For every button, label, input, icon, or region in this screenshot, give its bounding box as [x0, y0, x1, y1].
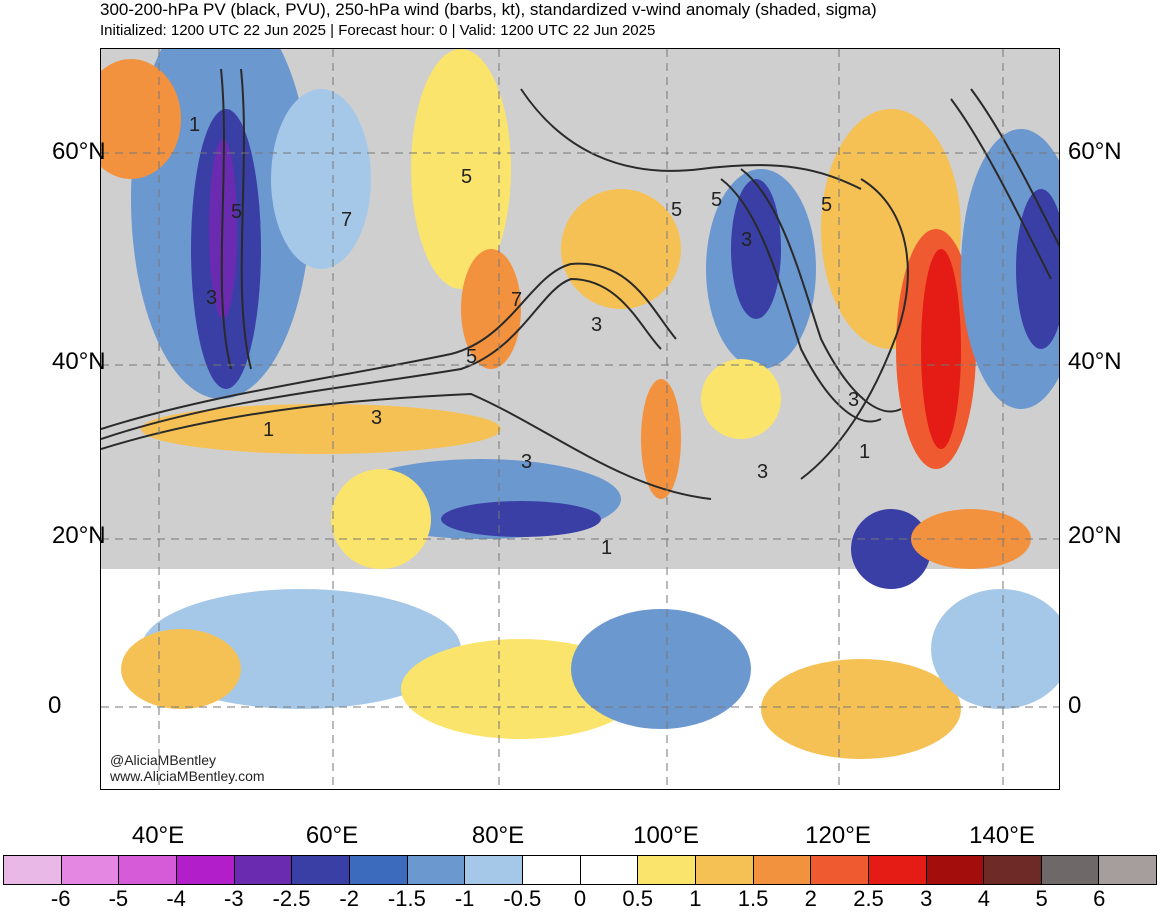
credit-handle: @AliciaMBentley: [110, 752, 217, 768]
anomaly-shading: [101, 49, 1059, 789]
lat-label-20n-right: 20°N: [1068, 522, 1122, 549]
pv-contour-label: 5: [231, 201, 243, 223]
graticule: [101, 49, 1059, 789]
pv-contour-label: 1: [189, 114, 201, 136]
colorbar-tick-label: 2.5: [853, 886, 884, 911]
pv-contour-label: 5: [821, 194, 833, 216]
pv-contour-label: 3: [741, 229, 753, 251]
lat-label-60n-right: 60°N: [1068, 138, 1122, 165]
colorbar-tick-label: 2: [804, 886, 817, 911]
colorbar-swatch: [638, 856, 696, 884]
pv-contour-label: 3: [371, 407, 383, 429]
colorbar-swatch: [753, 856, 812, 884]
lat-label-0-left: 0: [48, 692, 62, 719]
lat-label-60n-left: 60°N: [52, 138, 106, 165]
pv-contour-label: 3: [848, 389, 860, 411]
pv-contour-label: 5: [461, 166, 473, 188]
colorbar-swatch: [61, 856, 120, 884]
colorbar-tick-label: 0: [573, 886, 587, 911]
colorbar-swatch: [349, 856, 408, 884]
colorbar-tick-label: -1.5: [387, 886, 426, 911]
colorbar-swatch: [407, 856, 466, 884]
colorbar-swatch: [292, 856, 350, 884]
colorbar-swatch: [926, 856, 985, 884]
colorbar-swatch: [695, 856, 754, 884]
lat-label-0-right: 0: [1068, 692, 1082, 719]
chart-subtitle: Initialized: 1200 UTC 22 Jun 2025 | Fore…: [100, 22, 656, 39]
colorbar-swatch: [811, 856, 869, 884]
pv-contour-label: 5: [671, 199, 683, 221]
colorbar-tick-label: 0.5: [622, 886, 653, 911]
colorbar-swatch: [984, 856, 1042, 884]
colorbar-swatch: [1041, 856, 1100, 884]
colorbar-tick-label: -0.5: [503, 886, 542, 911]
colorbar-swatch: [580, 856, 639, 884]
lon-label-80e: 80°E: [471, 822, 525, 849]
colorbar-tick-label: -1: [454, 886, 475, 911]
pv-contour-label: 5: [466, 346, 478, 368]
map-canvas: [101, 49, 1059, 789]
colorbar-swatch: [522, 856, 581, 884]
colorbar-tick-label: 3: [920, 886, 933, 911]
lat-label-20n-left: 20°N: [52, 522, 106, 549]
pv-contour-label: 1: [263, 419, 275, 441]
colorbar-swatch: [4, 856, 62, 884]
lon-label-100e: 100°E: [633, 822, 699, 849]
lon-label-140e: 140°E: [969, 822, 1035, 849]
colorbar-tick-label: -6: [50, 886, 71, 911]
lon-label-60e: 60°E: [305, 822, 359, 849]
colorbar-swatch: [176, 856, 235, 884]
pv-contour-label: 1: [601, 537, 613, 559]
colorbar-tick-label: -5: [108, 886, 129, 911]
colorbar-swatch: [119, 856, 177, 884]
pv-contour-label: 3: [757, 461, 769, 483]
chart-title: 300-200-hPa PV (black, PVU), 250-hPa win…: [100, 0, 877, 19]
colorbar-tick-label: 1.5: [737, 886, 769, 911]
credit-url: www.AliciaMBentley.com: [110, 768, 265, 784]
colorbar-tick-label: 4: [977, 886, 991, 911]
colorbar-swatch: [868, 856, 927, 884]
pv-contour-label: 3: [521, 451, 533, 473]
colorbar-swatch: [1099, 856, 1157, 884]
lat-label-40n-left: 40°N: [52, 348, 106, 375]
colorbar-tick-label: -2.5: [272, 886, 311, 911]
colorbar-tick-label: -3: [224, 886, 244, 911]
pv-contour-label: 1: [859, 441, 871, 463]
colorbar: [3, 855, 1157, 885]
pv-contour-label: 5: [711, 189, 723, 211]
pv-contour-label: 7: [511, 289, 523, 311]
colorbar-tick-label: 6: [1093, 886, 1106, 911]
colorbar-swatch: [465, 856, 523, 884]
lat-label-40n-right: 40°N: [1068, 348, 1122, 375]
colorbar-tick-label: 1: [689, 886, 702, 911]
lon-label-120e: 120°E: [805, 822, 871, 849]
colorbar-swatch: [234, 856, 293, 884]
colorbar-tick-label: 5: [1035, 886, 1048, 911]
pv-contours: [101, 68, 1059, 500]
pv-contour-label: 7: [341, 209, 353, 231]
colorbar-tick-label: -2: [339, 886, 359, 911]
pv-contour-label: 3: [591, 314, 603, 336]
colorbar-tick-label: -4: [166, 886, 186, 911]
lon-label-40e: 40°E: [131, 822, 185, 849]
pv-contour-label: 3: [206, 287, 218, 309]
